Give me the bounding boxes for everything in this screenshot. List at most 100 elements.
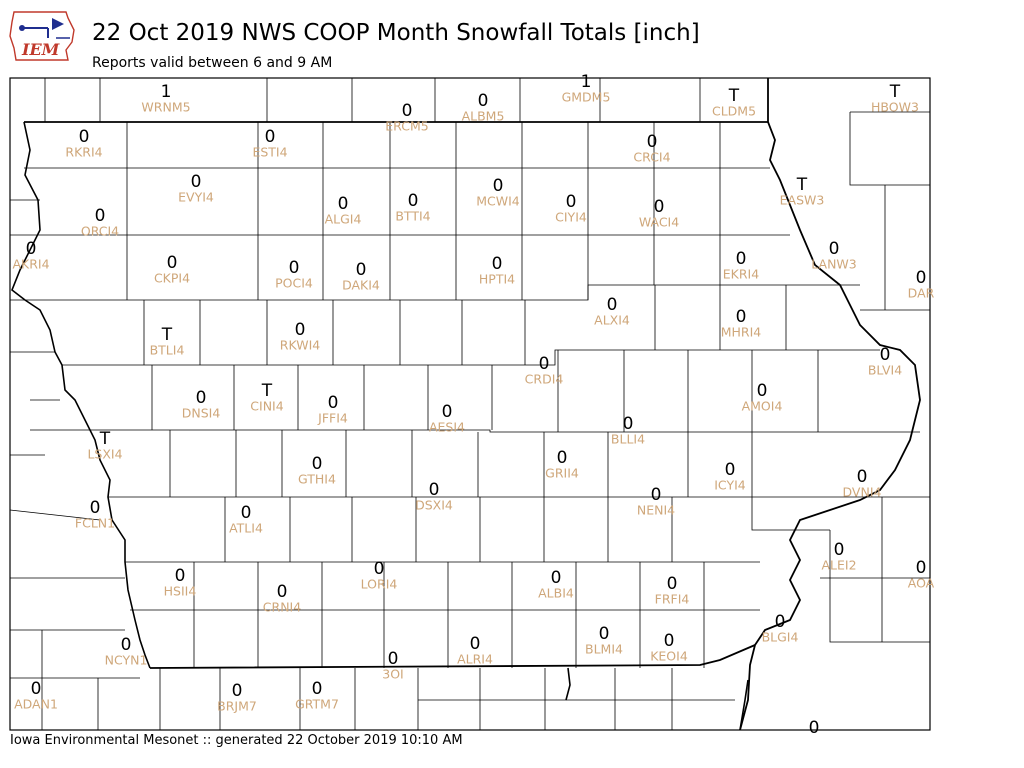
station-id-label: HPTI4 — [479, 272, 515, 287]
station-id-label: ALGI4 — [325, 212, 362, 227]
station-id-label: CRDI4 — [525, 372, 564, 387]
station-id-label: FRFI4 — [655, 592, 690, 607]
station-layer: 1WRNM51GMDM50ERCM50ALBM5TCLDM5THBOW30RKR… — [12, 72, 934, 738]
station-value: 0 — [312, 679, 323, 699]
station-value: 0 — [328, 393, 339, 413]
station-id-label: LORI4 — [361, 577, 398, 592]
station-id-label: ATLI4 — [229, 521, 263, 536]
station-value: 0 — [834, 540, 845, 560]
station-id-label: BLLI4 — [611, 432, 645, 447]
station-id-label: CKPI4 — [154, 271, 190, 286]
station-id-label: BRJM7 — [217, 699, 257, 714]
station-value: 0 — [408, 191, 419, 211]
station-value: 0 — [664, 631, 675, 651]
station-value: 0 — [90, 498, 101, 518]
station-id-label: DAKI4 — [342, 278, 380, 293]
station-id-label: ALRI4 — [457, 652, 493, 667]
station-id-label: WRNM5 — [141, 100, 190, 115]
station-id-label: NCYN1 — [105, 653, 148, 668]
station-id-label: BLGI4 — [762, 630, 799, 645]
station-id-label: DNSI4 — [182, 406, 221, 421]
station-id-label: GRII4 — [545, 466, 579, 481]
station-unnamed-62: 0 — [809, 718, 820, 738]
station-value: 0 — [121, 635, 132, 655]
station-value: 0 — [31, 679, 42, 699]
station-value: 0 — [492, 254, 503, 274]
station-value: 0 — [470, 634, 481, 654]
station-id-label: ESTI4 — [252, 145, 287, 160]
station-id-label: CLDM5 — [712, 104, 756, 119]
station-id-label: LSXI4 — [87, 447, 122, 462]
station-value: 0 — [26, 239, 37, 259]
station-id-label: CINI4 — [250, 399, 283, 414]
station-id-label: HBOW3 — [871, 100, 919, 115]
station-id-label: CIYI4 — [555, 210, 587, 225]
station-id-label: ALBM5 — [462, 109, 505, 124]
station-value: 0 — [295, 320, 306, 340]
station-id-label: GMDM5 — [562, 90, 611, 105]
station-id-label: JFFI4 — [317, 411, 348, 426]
station-value: 0 — [809, 718, 820, 738]
station-id-label: DSXI4 — [415, 498, 453, 513]
station-value: 0 — [857, 467, 868, 487]
station-id-label: 3OI — [382, 667, 403, 682]
station-id-label: GRTM7 — [295, 697, 339, 712]
county-lines — [9, 78, 930, 730]
station-value: 0 — [232, 681, 243, 701]
station-id-label: ALBI4 — [538, 586, 574, 601]
state-borders — [11, 78, 921, 731]
station-id-label: DVNI4 — [843, 485, 882, 500]
station-value: T — [728, 86, 740, 106]
station-id-label: GTHI4 — [298, 472, 336, 487]
station-value: T — [261, 381, 273, 401]
station-id-label: RKRI4 — [65, 145, 102, 160]
iem-logo: IEM — [9, 11, 75, 61]
station-id-label: KEOI4 — [650, 649, 688, 664]
map-title: 22 Oct 2019 NWS COOP Month Snowfall Tota… — [92, 20, 700, 46]
station-id-label: POCI4 — [275, 276, 313, 291]
station-id-label: MHRI4 — [721, 325, 762, 340]
station-value: 0 — [829, 239, 840, 259]
station-value: T — [161, 325, 173, 345]
station-value: 0 — [167, 253, 178, 273]
station-id-label: EASW3 — [780, 193, 825, 208]
station-value: T — [99, 429, 111, 449]
station-value: 0 — [388, 649, 399, 669]
station-value: 0 — [277, 582, 288, 602]
station-id-label: AMOI4 — [742, 399, 783, 414]
map-subtitle: Reports valid between 6 and 9 AM — [92, 55, 333, 71]
station-value: 0 — [557, 448, 568, 468]
station-id-label: BLMI4 — [585, 642, 623, 657]
station-value: 0 — [775, 612, 786, 632]
station-value: T — [796, 175, 808, 195]
